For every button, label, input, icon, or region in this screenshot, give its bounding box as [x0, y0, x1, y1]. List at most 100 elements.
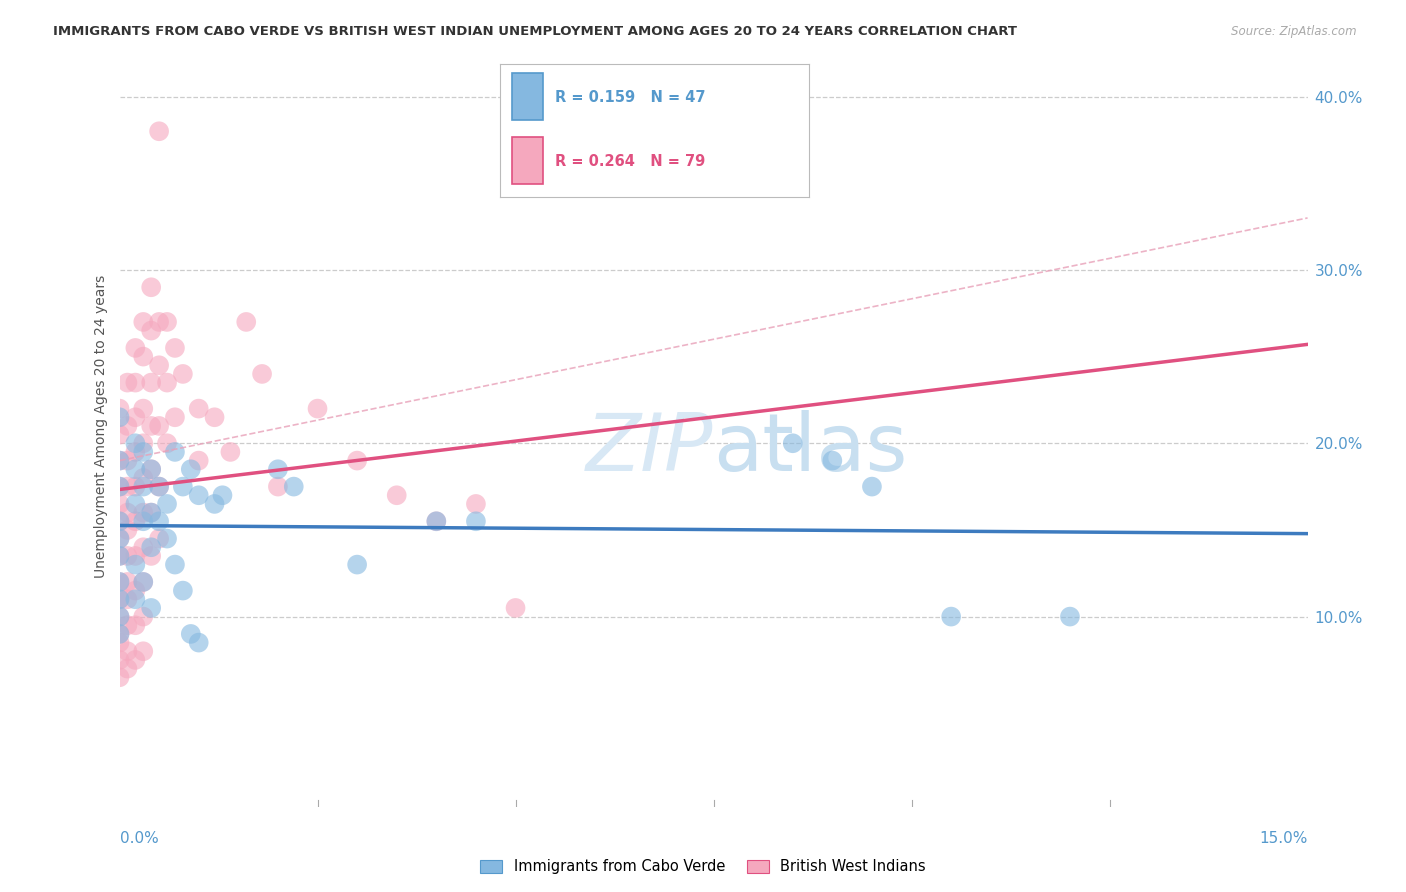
Point	[108, 532, 131, 546]
Point	[211, 488, 233, 502]
Point	[172, 480, 194, 494]
Point	[141, 506, 163, 520]
Point	[782, 436, 804, 450]
Point	[141, 549, 163, 563]
Point	[346, 558, 368, 572]
Point	[464, 497, 488, 511]
Point	[132, 480, 155, 494]
Point	[117, 549, 139, 563]
Point	[117, 506, 139, 520]
Point	[108, 401, 131, 416]
Point	[108, 410, 131, 425]
Point	[108, 453, 131, 467]
Point	[117, 453, 139, 467]
Point	[141, 324, 163, 338]
Point	[117, 419, 139, 434]
Point	[108, 627, 131, 641]
Point	[307, 401, 329, 416]
Point	[132, 574, 155, 589]
Point	[204, 410, 226, 425]
Point	[148, 514, 170, 528]
Point	[108, 574, 131, 589]
Point	[156, 532, 179, 546]
Point	[132, 609, 155, 624]
Point	[156, 376, 179, 390]
Point	[235, 315, 257, 329]
Point	[425, 514, 447, 528]
Point	[108, 532, 131, 546]
Text: ZIP: ZIP	[586, 409, 713, 488]
Point	[124, 653, 146, 667]
Point	[108, 453, 131, 467]
Point	[148, 532, 170, 546]
Point	[425, 514, 447, 528]
Point	[187, 453, 209, 467]
Point	[117, 618, 139, 632]
Point	[108, 592, 131, 607]
Point	[132, 644, 155, 658]
Point	[346, 453, 368, 467]
Point	[124, 549, 146, 563]
Point	[132, 574, 155, 589]
Text: IMMIGRANTS FROM CABO VERDE VS BRITISH WEST INDIAN UNEMPLOYMENT AMONG AGES 20 TO : IMMIGRANTS FROM CABO VERDE VS BRITISH WE…	[53, 25, 1018, 38]
Point	[141, 506, 163, 520]
Point	[141, 280, 163, 294]
Y-axis label: Unemployment Among Ages 20 to 24 years: Unemployment Among Ages 20 to 24 years	[94, 275, 108, 577]
Point	[132, 445, 155, 459]
Point	[141, 541, 163, 555]
Point	[187, 635, 209, 649]
Point	[141, 462, 163, 476]
Point	[1059, 609, 1081, 624]
Point	[124, 514, 146, 528]
Point	[108, 635, 131, 649]
Point	[108, 549, 131, 563]
Point	[132, 471, 155, 485]
Point	[172, 583, 194, 598]
Point	[117, 376, 139, 390]
Point	[124, 445, 146, 459]
Point	[124, 410, 146, 425]
Point	[148, 358, 170, 372]
Point	[108, 480, 131, 494]
Point	[124, 583, 146, 598]
Point	[124, 462, 146, 476]
Point	[108, 592, 131, 607]
Point	[163, 341, 186, 355]
Point	[250, 367, 273, 381]
Point	[124, 497, 146, 511]
Point	[124, 618, 146, 632]
Point	[108, 670, 131, 684]
Point	[187, 488, 209, 502]
Point	[156, 436, 179, 450]
Point	[108, 653, 131, 667]
Point	[860, 480, 883, 494]
Point	[108, 427, 131, 442]
Point	[172, 367, 194, 381]
Point	[267, 462, 290, 476]
Point	[108, 609, 131, 624]
Point	[108, 549, 131, 563]
Point	[148, 124, 170, 138]
Legend: Immigrants from Cabo Verde, British West Indians: Immigrants from Cabo Verde, British West…	[474, 854, 932, 880]
Point	[148, 315, 170, 329]
Point	[132, 506, 155, 520]
Point	[132, 514, 155, 528]
Point	[124, 592, 146, 607]
Point	[180, 627, 202, 641]
Point	[124, 341, 146, 355]
Point	[117, 592, 139, 607]
Point	[148, 419, 170, 434]
Text: Source: ZipAtlas.com: Source: ZipAtlas.com	[1232, 25, 1357, 38]
Point	[132, 541, 155, 555]
Point	[141, 419, 163, 434]
Point	[108, 514, 131, 528]
Point	[163, 558, 186, 572]
Text: atlas: atlas	[713, 409, 908, 488]
Point	[108, 627, 131, 641]
Point	[163, 410, 186, 425]
Point	[117, 523, 139, 537]
Point	[156, 315, 179, 329]
Point	[505, 601, 527, 615]
Point	[141, 601, 163, 615]
Text: 15.0%: 15.0%	[1260, 831, 1308, 846]
